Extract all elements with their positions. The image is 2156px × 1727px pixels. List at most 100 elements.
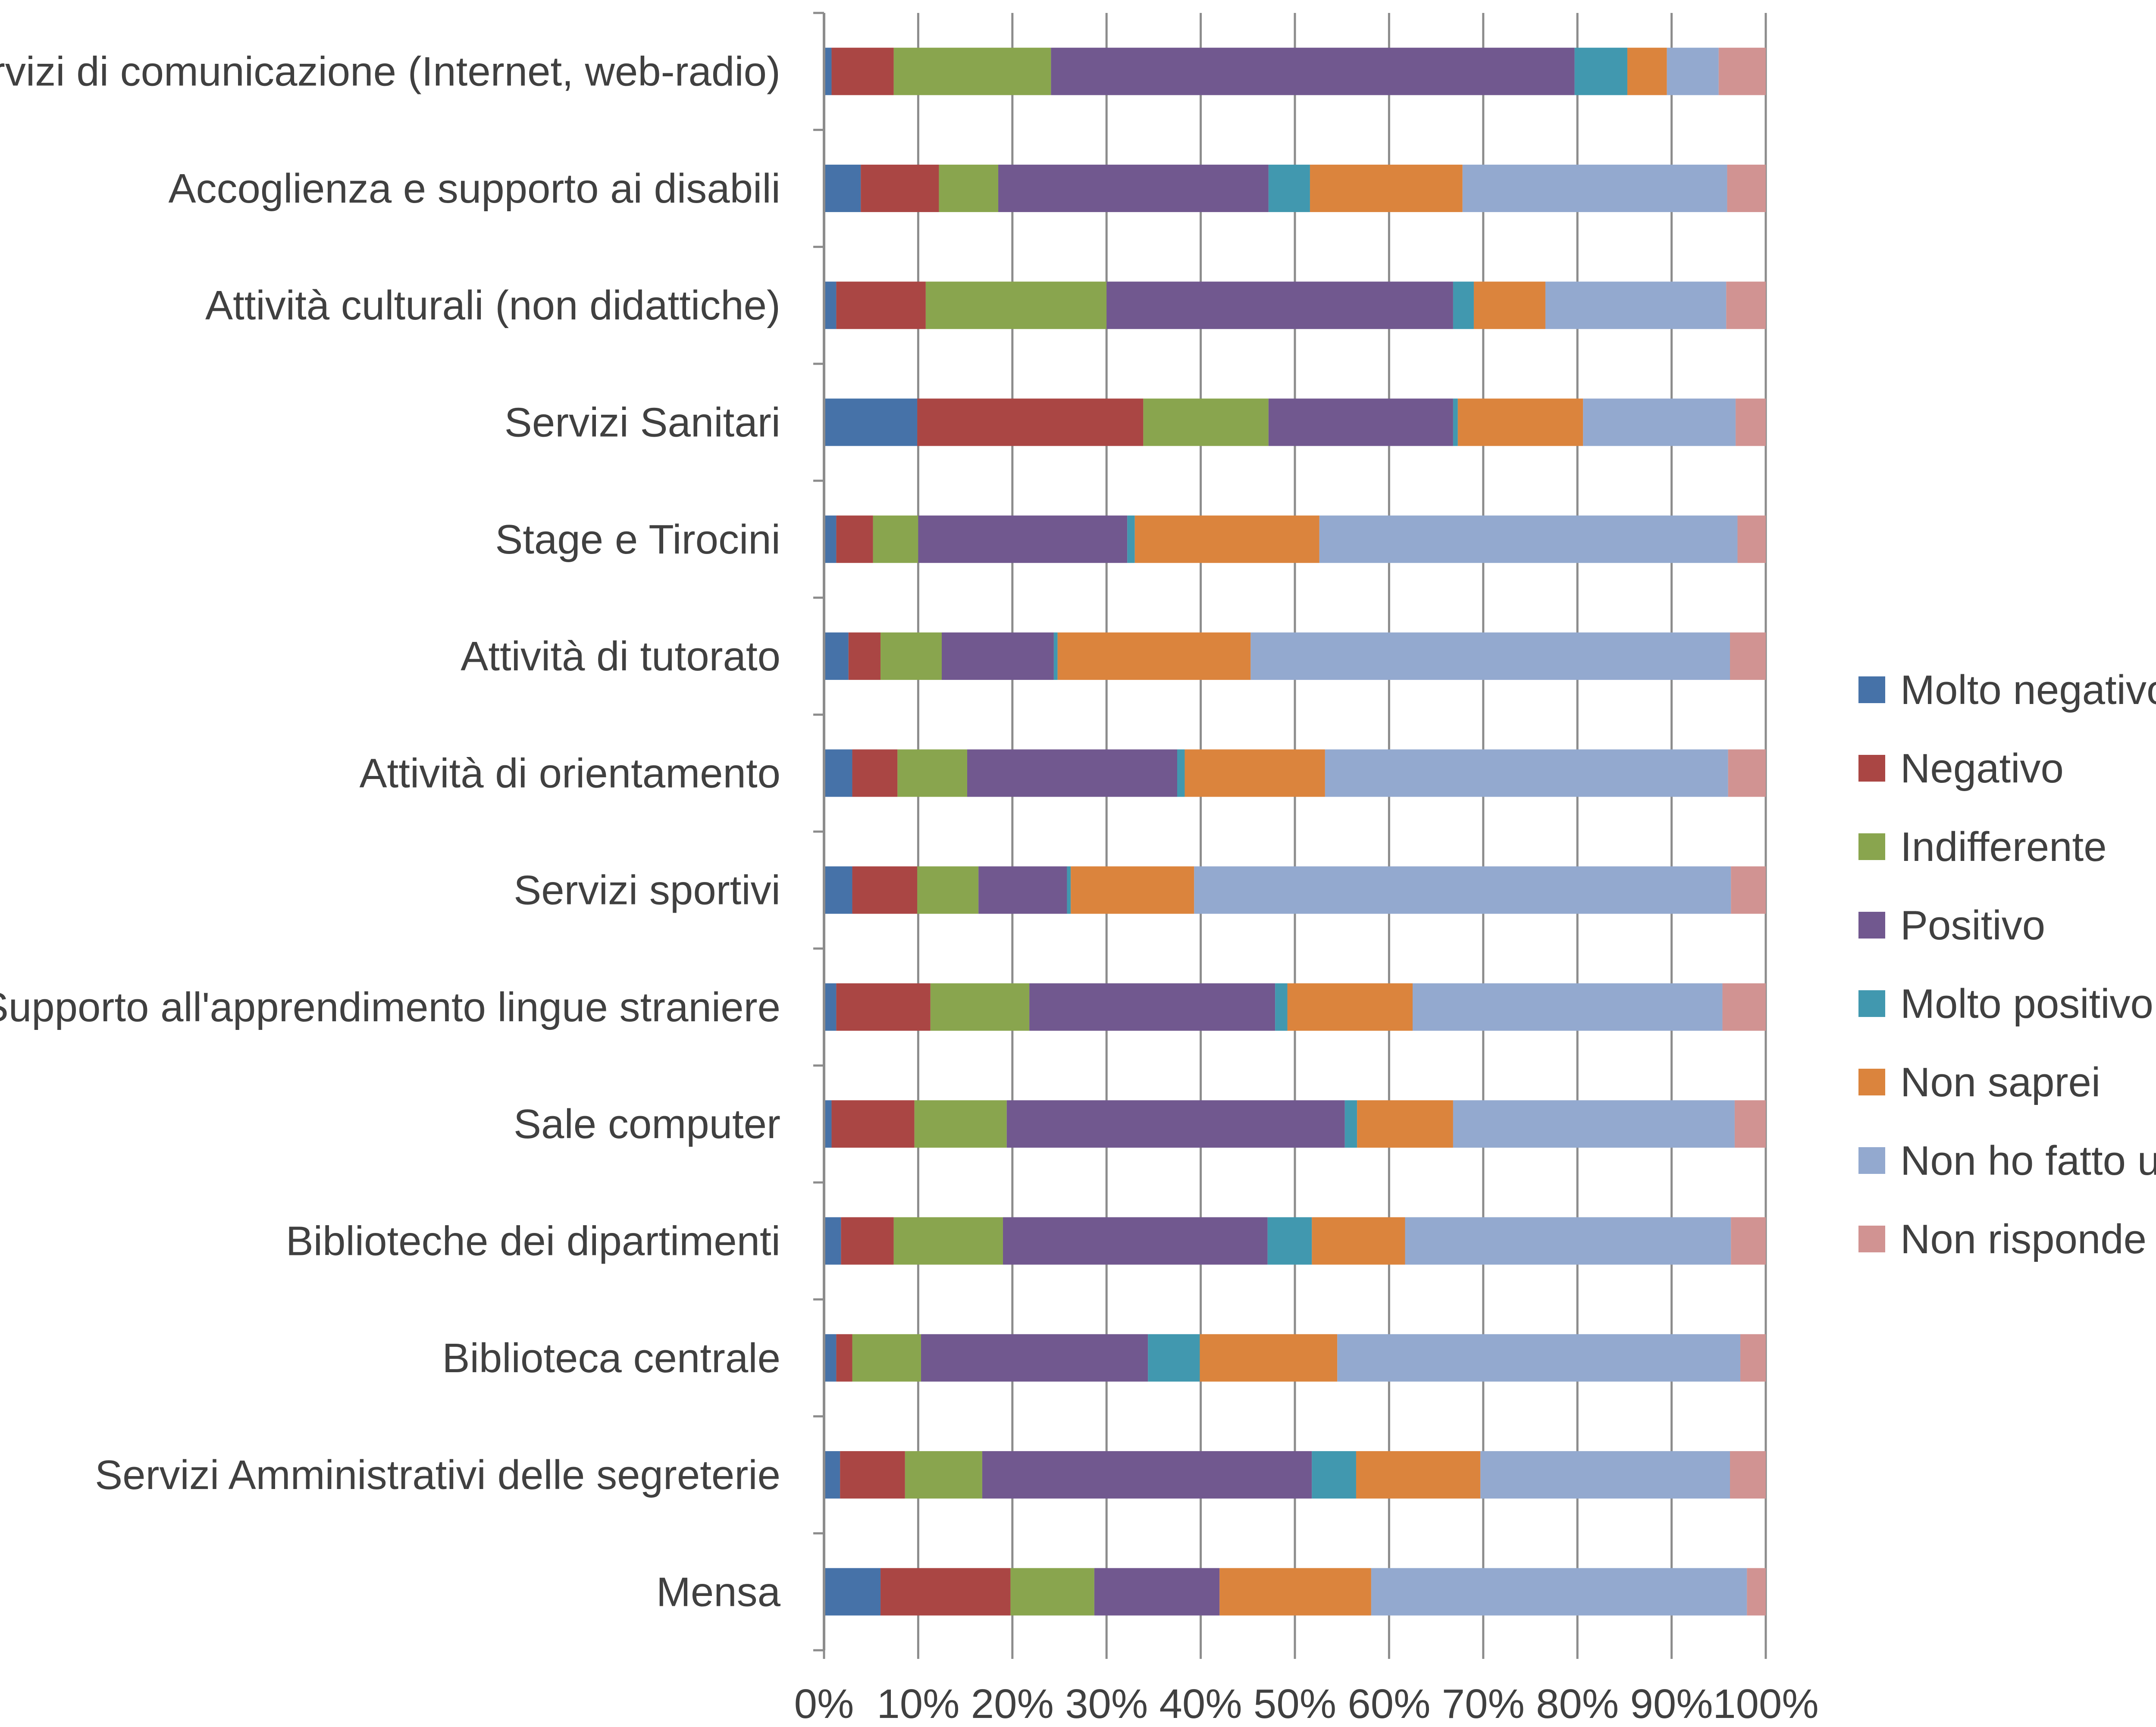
bar-segment (1071, 866, 1194, 914)
bar-segment (824, 632, 849, 680)
bar-segment (917, 866, 979, 914)
bar-segment (1287, 983, 1413, 1031)
bar-segment (824, 1568, 881, 1616)
legend: Molto negativo Negativo Indifferente Positi… (1858, 667, 2156, 1262)
x-tick-label: 60% (1348, 1681, 1430, 1725)
bar-segment (836, 282, 926, 329)
bar-segment (1312, 1451, 1356, 1499)
category-label: Servizi Sanitari (505, 400, 780, 446)
bar-segment (1067, 866, 1071, 914)
bar-segment (978, 866, 1067, 914)
legend-label: Indifferente (1900, 824, 2107, 870)
bar-segment (1106, 282, 1453, 329)
bar-segment (1268, 164, 1310, 212)
bar-segment (925, 282, 1107, 329)
bar-segment (1185, 749, 1325, 797)
bar-segment (852, 749, 898, 797)
bar-segment (824, 866, 852, 914)
bar-segment (1337, 1334, 1741, 1382)
bar-segment (998, 164, 1269, 212)
bar-segment (930, 983, 1030, 1031)
category-label: Servizi Amministrativi delle segreterie (95, 1452, 780, 1498)
bar-segment (1667, 47, 1719, 95)
category-label: Mensa (656, 1569, 781, 1615)
category-label: Biblioteche dei dipartimenti (286, 1218, 780, 1264)
bar-segment (1006, 1100, 1345, 1148)
x-tick-label: 40% (1159, 1681, 1242, 1725)
bar-segment (1627, 47, 1667, 95)
category-label: Servizi di comunicazione (Internet, web-… (0, 49, 780, 95)
bar-segment (1462, 164, 1727, 212)
bar-segment (1310, 164, 1463, 212)
bar-segment (824, 398, 918, 446)
bar-segment (1134, 515, 1319, 563)
bar-segment (1194, 866, 1731, 914)
bar-segment (840, 1451, 905, 1499)
bar-segment (836, 515, 873, 563)
bar-segment (942, 632, 1054, 680)
legend-label: Non risponde (1900, 1216, 2147, 1262)
bar-segment (824, 1100, 832, 1148)
bar-segment (917, 398, 1144, 446)
x-tick-label: 100% (1713, 1681, 1819, 1725)
bar-segment (893, 1217, 1003, 1265)
bar-segment (824, 515, 837, 563)
bar-segment (1453, 1100, 1735, 1148)
bar-segment (1312, 1217, 1405, 1265)
bar-segment (1473, 282, 1545, 329)
bar-segment (824, 749, 852, 797)
legend-swatch (1858, 912, 1885, 939)
bar-segment (1127, 515, 1135, 563)
x-tick-label: 30% (1065, 1681, 1148, 1725)
bar-segment (824, 164, 861, 212)
bar-segment (1143, 398, 1269, 446)
bar-segment (1740, 1334, 1766, 1382)
bar-segment (824, 47, 832, 95)
bar-segment (905, 1451, 982, 1499)
bar-segment (881, 632, 942, 680)
bar-segment (1057, 632, 1251, 680)
legend-label: Non saprei (1900, 1059, 2100, 1105)
bar-segment (852, 866, 918, 914)
legend-swatch (1858, 990, 1885, 1017)
bar-segment (1480, 1451, 1730, 1499)
bar-segment (1722, 983, 1766, 1031)
bar-segment (1053, 632, 1058, 680)
bar-segment (1268, 398, 1453, 446)
bar-segment (1728, 749, 1766, 797)
bar-segment (831, 47, 894, 95)
bar-segment (1583, 398, 1736, 446)
bar-segment (1726, 282, 1766, 329)
bar-segment (918, 515, 1128, 563)
legend-swatch (1858, 1069, 1885, 1095)
category-label: Attività di orientamento (360, 750, 781, 796)
bar-segment (1405, 1217, 1731, 1265)
bar-segment (1344, 1100, 1357, 1148)
category-label: Attività culturali (non didattiche) (205, 282, 780, 329)
legend-label: Non ho fatto uso (1900, 1138, 2156, 1184)
bar-segment (1731, 866, 1766, 914)
bar-segment (1574, 47, 1627, 95)
bar-segment (1356, 1451, 1481, 1499)
x-tick-label: 20% (971, 1681, 1054, 1725)
x-tick-label: 0% (794, 1681, 854, 1725)
category-label: Stage e Tirocini (495, 516, 780, 563)
bar-segment (824, 1217, 841, 1265)
bar-segment (1737, 515, 1766, 563)
bar-segment (852, 1334, 921, 1382)
bar-segment (1003, 1217, 1268, 1265)
bar-segment (1357, 1100, 1453, 1148)
bar-segment (1731, 1217, 1766, 1265)
bar-segment (1219, 1568, 1371, 1616)
bar-segment (1545, 282, 1727, 329)
bar-segment (939, 164, 999, 212)
bar-segment (836, 983, 931, 1031)
legend-swatch (1858, 1226, 1885, 1252)
bar-segment (1250, 632, 1730, 680)
legend-label: Positivo (1900, 902, 2045, 948)
axes: 0% 10% 20% 30% 40% 50% 60% 70% 80% 90% 100% Servizi… (0, 12, 1819, 1727)
category-label: Biblioteca centrale (442, 1335, 780, 1381)
bar-segment (1453, 282, 1474, 329)
bar-segment (824, 282, 837, 329)
